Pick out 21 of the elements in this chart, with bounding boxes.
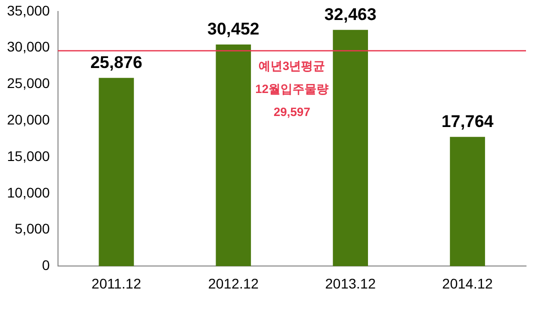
bar bbox=[216, 44, 251, 266]
x-tick-label: 2013.12 bbox=[325, 275, 376, 292]
ref-line-label: 예년3년평균 12월입주물량 29,597 bbox=[255, 59, 329, 120]
y-tick-label: 0 bbox=[42, 257, 50, 274]
x-tick-label: 2014.12 bbox=[442, 275, 493, 292]
y-tick-label: 20,000 bbox=[6, 111, 50, 128]
y-tick-label: 5,000 bbox=[14, 220, 50, 237]
data-label: 32,463 bbox=[324, 5, 376, 24]
data-label: 17,764 bbox=[441, 112, 494, 132]
y-tick-label: 35,000 bbox=[6, 2, 50, 18]
bar bbox=[332, 30, 368, 266]
y-tick-label: 25,000 bbox=[6, 75, 50, 92]
bar bbox=[450, 136, 486, 266]
x-tick-label: 2011.12 bbox=[92, 275, 142, 292]
bar bbox=[98, 78, 134, 266]
data-label: 25,876 bbox=[90, 53, 142, 72]
x-tick-label: 2012.12 bbox=[208, 275, 259, 292]
y-tick-label: 10,000 bbox=[6, 184, 50, 200]
data-label: 30,452 bbox=[207, 20, 260, 39]
y-tick-label: 30,000 bbox=[6, 38, 50, 55]
y-tick-label: 15,000 bbox=[6, 148, 50, 164]
